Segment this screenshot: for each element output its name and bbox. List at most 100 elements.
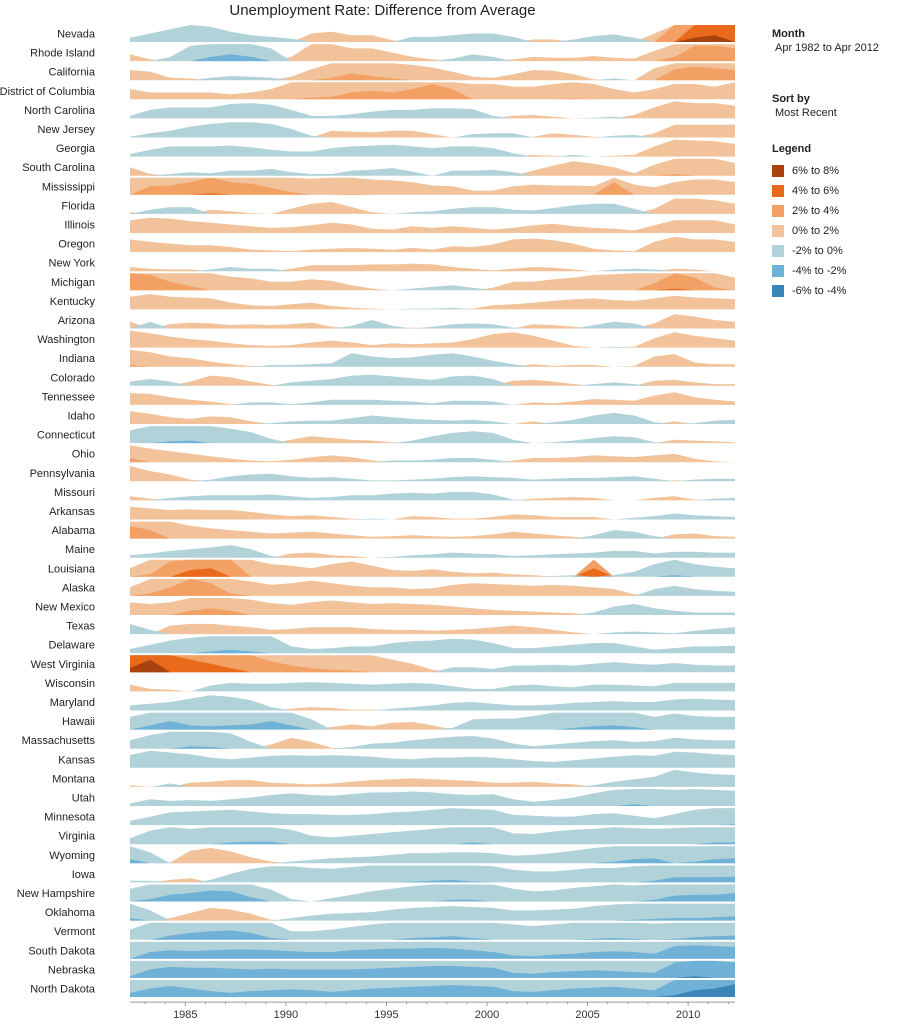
state-row: Florida	[61, 198, 735, 214]
state-row: Washington	[37, 330, 735, 348]
state-row: Virginia	[59, 827, 735, 845]
x-tick-label: 1990	[274, 1009, 298, 1021]
positive-band-0	[130, 294, 735, 310]
state-row: Idaho	[67, 411, 735, 424]
negative-band-0	[130, 144, 735, 157]
negative-band-0	[130, 530, 735, 539]
positive-band-0	[130, 124, 735, 138]
x-tick-label: 2000	[475, 1009, 499, 1021]
state-label: South Dakota	[28, 945, 96, 957]
state-row: Indiana	[59, 349, 735, 367]
state-label: New Hampshire	[17, 888, 95, 900]
positive-band-0	[130, 722, 735, 730]
state-label: Massachusetts	[22, 735, 96, 747]
negative-band-0	[130, 307, 735, 310]
legend-label: 4% to 6%	[792, 185, 840, 197]
sort-heading: Sort by	[772, 93, 810, 105]
state-row: Utah	[72, 789, 735, 806]
state-label: Colorado	[50, 372, 95, 384]
positive-band-1	[130, 84, 735, 100]
legend-label: 0% to 2%	[792, 225, 840, 237]
legend-swatch	[772, 265, 784, 277]
positive-band-0	[130, 236, 735, 253]
chart-title: Unemployment Rate: Difference from Avera…	[229, 2, 536, 19]
state-row: Vermont	[54, 922, 735, 940]
state-label: North Carolina	[24, 105, 96, 117]
positive-band-0	[130, 217, 735, 233]
negative-band-1	[130, 945, 735, 959]
state-label: District of Columbia	[0, 86, 96, 98]
state-label: Kentucky	[50, 296, 96, 308]
state-label: North Dakota	[30, 984, 96, 996]
negative-band-0	[130, 884, 735, 902]
month-heading: Month	[772, 28, 805, 40]
positive-band-0	[130, 907, 735, 921]
state-label: Texas	[66, 621, 95, 633]
state-label: Missouri	[54, 487, 95, 499]
sort-control[interactable]: Sort by Most Recent	[772, 93, 837, 119]
state-label: Connecticut	[37, 430, 95, 442]
negative-band-0	[130, 808, 735, 826]
positive-band-0	[130, 506, 735, 520]
state-row: California	[49, 63, 735, 81]
state-row: Delaware	[49, 636, 735, 654]
legend-label: 6% to 8%	[792, 165, 840, 177]
state-row: Rhode Island	[30, 44, 735, 62]
state-label: Mississippi	[42, 181, 95, 193]
legend-swatch	[772, 225, 784, 237]
state-row: New Mexico	[35, 598, 735, 615]
negative-band-0	[130, 585, 735, 596]
state-label: New Jersey	[38, 124, 96, 136]
state-label: Oregon	[58, 239, 95, 251]
state-label: Maine	[65, 544, 95, 556]
positive-band-0	[130, 436, 735, 444]
state-label: Florida	[61, 200, 96, 212]
negative-band-1	[130, 649, 735, 654]
state-label: Maryland	[50, 697, 95, 709]
state-label: West Virginia	[31, 659, 96, 671]
positive-band-0	[130, 778, 735, 787]
state-row: Oregon	[58, 236, 735, 253]
negative-band-0	[130, 846, 735, 864]
state-row: Arizona	[58, 314, 735, 329]
state-row: Missouri	[54, 487, 735, 501]
state-row: Kentucky	[50, 294, 735, 310]
positive-band-2	[130, 655, 735, 673]
state-label: California	[49, 67, 96, 79]
state-row: Kansas	[58, 750, 735, 768]
state-label: Wisconsin	[45, 678, 95, 690]
x-tick-label: 2010	[676, 1009, 700, 1021]
positive-band-0	[130, 496, 735, 501]
state-row: Montana	[52, 769, 735, 787]
legend-swatch	[772, 185, 784, 197]
month-filter[interactable]: Month Apr 1982 to Apr 2012	[772, 28, 879, 54]
negative-band-0	[130, 513, 735, 520]
state-row: Pennsylvania	[30, 466, 735, 482]
positive-band-0	[130, 466, 735, 482]
positive-band-0	[130, 411, 735, 424]
negative-band-1	[130, 890, 735, 902]
state-row: Maryland	[50, 695, 735, 711]
positive-band-2	[130, 288, 735, 291]
negative-band-0	[130, 285, 735, 291]
state-row: Wyoming	[49, 846, 735, 864]
state-row: Georgia	[56, 139, 735, 157]
state-label: New York	[49, 258, 96, 270]
negative-band-0	[130, 76, 735, 81]
legend-label: -4% to -2%	[792, 265, 847, 277]
positive-band-0	[130, 101, 735, 119]
state-label: Washington	[37, 334, 95, 346]
state-label: Pennsylvania	[30, 468, 96, 480]
legend-item: 0% to 2%	[772, 221, 846, 241]
state-row: North Carolina	[24, 101, 735, 119]
legend-swatch	[772, 285, 784, 297]
legend-swatch	[772, 245, 784, 257]
state-label: Illinois	[64, 220, 95, 232]
state-row: North Dakota	[30, 980, 735, 997]
state-label: Hawaii	[62, 716, 95, 728]
horizon-chart: Nevada Rhode Island California District of …	[0, 25, 735, 1021]
state-label: Rhode Island	[30, 48, 95, 60]
state-label: Kansas	[58, 754, 95, 766]
positive-band-1	[130, 66, 735, 81]
negative-band-1	[130, 440, 735, 444]
